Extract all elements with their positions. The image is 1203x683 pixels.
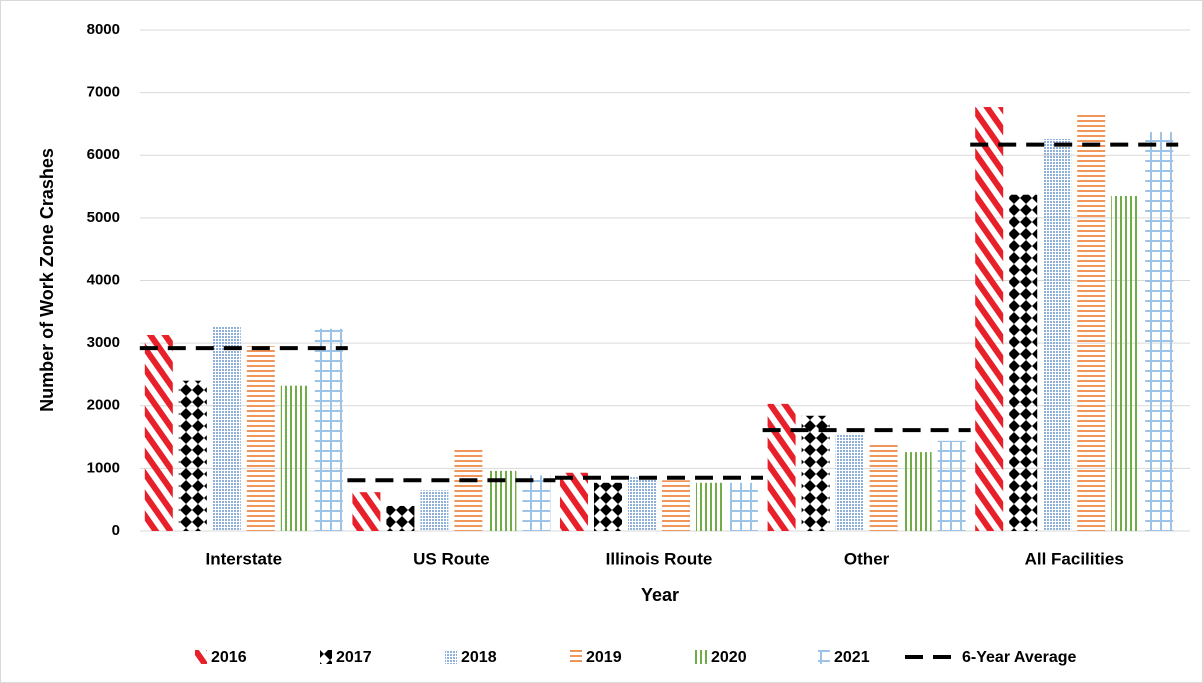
x-tick-label: All Facilities xyxy=(1025,549,1124,568)
legend-swatch xyxy=(695,650,707,664)
bar xyxy=(730,482,758,531)
x-tick-label: Other xyxy=(844,549,890,568)
legend-label: 2018 xyxy=(461,649,497,666)
y-tick-label: 5000 xyxy=(87,209,120,226)
y-tick-label: 6000 xyxy=(87,146,120,163)
bar xyxy=(975,107,1004,531)
bar xyxy=(178,380,207,531)
legend-swatch xyxy=(818,650,830,664)
bar xyxy=(560,472,588,531)
legend-swatch xyxy=(320,650,332,664)
bar xyxy=(628,477,656,531)
y-tick-label: 7000 xyxy=(87,84,120,101)
bar xyxy=(522,475,551,531)
bar xyxy=(280,385,309,531)
y-tick-label: 4000 xyxy=(87,271,120,288)
x-tick-label: Interstate xyxy=(206,549,283,568)
y-tick-label: 0 xyxy=(112,522,120,539)
x-tick-label: US Route xyxy=(413,549,490,568)
bar xyxy=(594,482,622,531)
legend-label: 2016 xyxy=(211,649,247,666)
bar xyxy=(937,440,966,531)
bar xyxy=(1077,114,1106,531)
bar xyxy=(903,452,932,531)
legend-label: 6-Year Average xyxy=(962,649,1077,666)
legend-swatch xyxy=(195,650,207,664)
legend-swatch xyxy=(445,650,457,664)
legend-label: 2019 xyxy=(586,649,622,666)
legend-label: 2021 xyxy=(834,649,870,666)
bar xyxy=(869,442,898,531)
bar xyxy=(386,505,415,531)
bar xyxy=(1009,194,1038,532)
bar xyxy=(801,415,830,531)
bar xyxy=(246,346,275,531)
bar xyxy=(144,334,173,531)
bar xyxy=(454,448,483,531)
bar xyxy=(835,433,864,531)
x-tick-label: Illinois Route xyxy=(606,549,713,568)
y-tick-label: 3000 xyxy=(87,334,120,351)
bar xyxy=(212,326,241,531)
bar xyxy=(662,480,690,531)
x-axis-title: Year xyxy=(641,585,679,605)
legend-label: 2017 xyxy=(336,649,372,666)
bar xyxy=(767,403,796,531)
y-axis-title: Number of Work Zone Crashes xyxy=(37,148,57,412)
y-tick-label: 1000 xyxy=(87,459,120,476)
bar xyxy=(314,328,343,531)
bar xyxy=(1145,132,1174,532)
bar xyxy=(1111,195,1140,532)
bar xyxy=(420,490,449,531)
bar xyxy=(696,482,724,531)
bar xyxy=(352,492,381,531)
y-tick-label: 2000 xyxy=(87,397,120,414)
legend-label: 2020 xyxy=(711,649,747,666)
legend-swatch xyxy=(570,650,582,664)
y-tick-label: 8000 xyxy=(87,21,120,38)
bar xyxy=(1043,138,1072,531)
